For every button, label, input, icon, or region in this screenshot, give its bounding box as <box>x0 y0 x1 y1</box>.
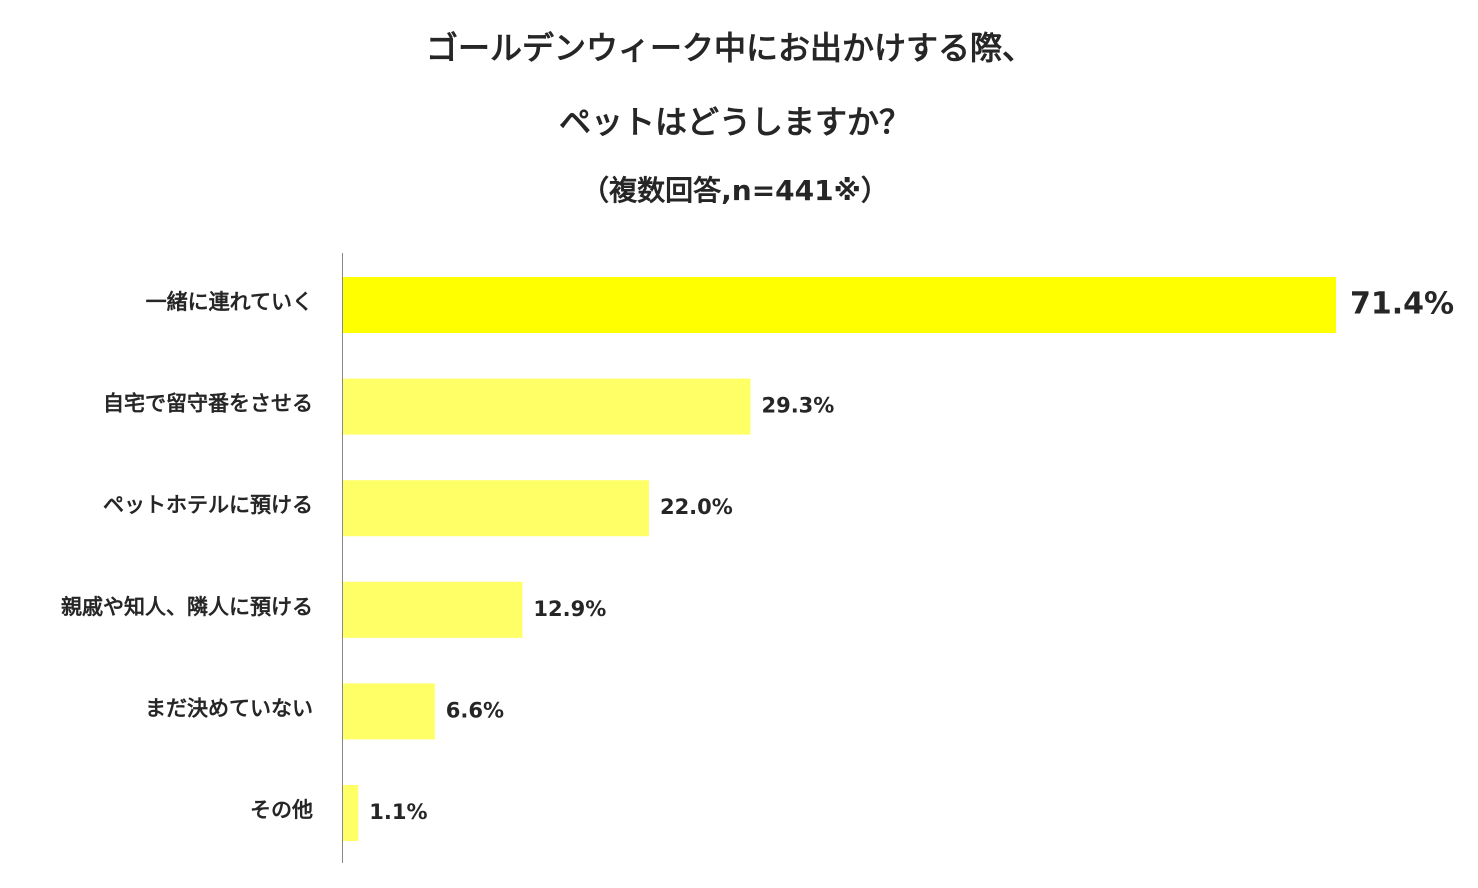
chart-subtitle: （複数回答,n=441※） <box>581 174 889 207</box>
bar <box>343 277 1336 333</box>
value-label: 22.0% <box>660 495 733 519</box>
value-label: 71.4% <box>1350 287 1454 322</box>
category-label: 親戚や知人、隣人に預ける <box>61 595 313 619</box>
category-label: その他 <box>250 798 313 822</box>
value-label: 12.9% <box>533 597 606 621</box>
chart-title: ペットはどうしますか？ <box>559 103 911 141</box>
category-label: ペットホテルに預ける <box>103 493 313 517</box>
category-label: 一緒に連れていく <box>146 290 313 314</box>
category-label: まだ決めていない <box>145 696 313 720</box>
chart-title: ゴールデンウィーク中にお出かけする際、 <box>426 29 1034 67</box>
category-label: 自宅で留守番をさせる <box>103 392 313 416</box>
bar <box>343 581 523 638</box>
value-label: 6.6% <box>446 698 504 722</box>
value-label: 1.1% <box>369 800 427 824</box>
bar <box>343 785 359 841</box>
value-label: 29.3% <box>761 394 834 418</box>
bar <box>343 480 649 537</box>
bar <box>343 683 435 740</box>
bar <box>343 378 751 435</box>
